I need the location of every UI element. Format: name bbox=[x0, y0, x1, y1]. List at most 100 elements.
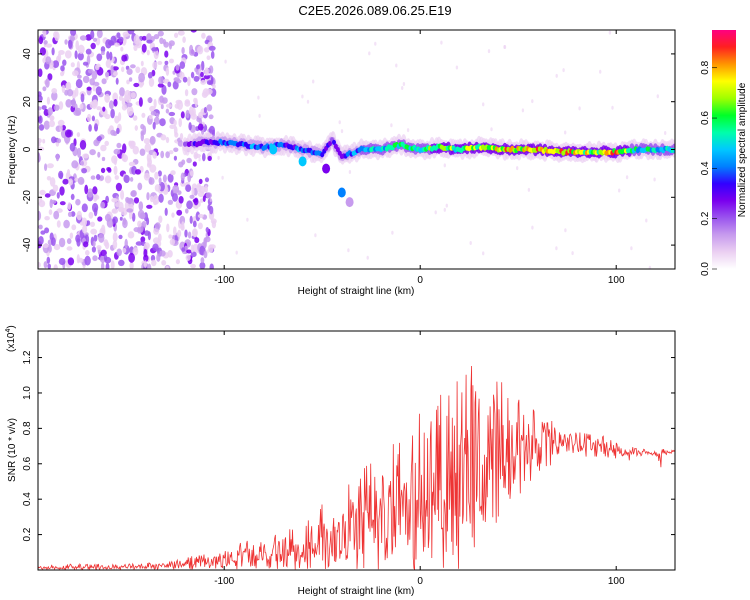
noise-cell bbox=[163, 78, 170, 84]
faint-noise-cell bbox=[246, 217, 249, 222]
noise-cell bbox=[189, 106, 194, 115]
noise-cell bbox=[127, 30, 135, 35]
snr-y-tick-label: 0.2 bbox=[22, 527, 33, 541]
noise-cell bbox=[203, 239, 207, 249]
noise-cell bbox=[197, 213, 204, 219]
noise-cell bbox=[119, 216, 123, 221]
snr-y-ticks: 0.2 0.4 0.6 0.8 1.0 1.2 bbox=[22, 350, 675, 542]
faint-noise-cell bbox=[217, 155, 220, 160]
noise-cell bbox=[101, 156, 106, 162]
noise-cell bbox=[178, 117, 182, 128]
noise-cell bbox=[160, 134, 167, 141]
noise-cell bbox=[171, 212, 175, 218]
noise-cell bbox=[105, 71, 110, 78]
noise-cell bbox=[93, 99, 98, 108]
noise-cell bbox=[76, 254, 80, 264]
noise-cell bbox=[114, 175, 120, 180]
noise-cell bbox=[69, 142, 76, 152]
noise-cell bbox=[44, 163, 48, 171]
noise-cell bbox=[140, 131, 144, 142]
faint-noise-cell bbox=[340, 129, 344, 134]
noise-cell bbox=[121, 104, 127, 111]
faint-noise-cell bbox=[648, 265, 652, 269]
noise-cell bbox=[86, 113, 92, 122]
spectrogram-x-ticks: -100 0 100 bbox=[214, 30, 625, 286]
noise-cell bbox=[137, 182, 143, 191]
noise-cell bbox=[122, 31, 130, 37]
snr-y-tick-label: 1.0 bbox=[22, 386, 33, 400]
noise-cell bbox=[101, 262, 105, 269]
faint-noise-cell bbox=[503, 45, 506, 49]
noise-cell bbox=[167, 173, 174, 183]
noise-cell bbox=[168, 150, 174, 155]
noise-cell bbox=[39, 189, 46, 196]
noise-cell bbox=[204, 185, 208, 193]
faint-noise-cell bbox=[314, 233, 317, 238]
noise-cell bbox=[151, 47, 159, 52]
noise-cell bbox=[166, 223, 170, 233]
noise-cell bbox=[199, 262, 206, 269]
noise-cell bbox=[56, 220, 61, 228]
noise-cell bbox=[100, 201, 106, 209]
colorbar-ticks: 0.0 0.2 0.4 0.6 0.8 bbox=[700, 60, 717, 276]
noise-cell bbox=[130, 190, 136, 197]
noise-cell bbox=[105, 262, 110, 269]
spectrogram-y-axis-label: Frequency (Hz) bbox=[7, 116, 18, 185]
noise-cell bbox=[91, 115, 95, 122]
noise-cell bbox=[68, 178, 74, 186]
noise-cell bbox=[152, 121, 156, 130]
faint-noise-cell bbox=[571, 251, 574, 256]
noise-cell bbox=[100, 144, 107, 152]
noise-cell bbox=[132, 145, 139, 155]
noise-cell bbox=[181, 159, 186, 165]
noise-cell bbox=[96, 30, 103, 39]
noise-cell bbox=[92, 37, 98, 42]
faint-noise-cell bbox=[198, 157, 201, 162]
noise-cell bbox=[126, 106, 134, 116]
noise-cell bbox=[132, 212, 136, 222]
noise-cell bbox=[77, 44, 85, 54]
noise-cell bbox=[112, 66, 119, 71]
noise-cell bbox=[96, 106, 102, 111]
noise-cell bbox=[165, 265, 170, 269]
noise-cell bbox=[81, 168, 87, 174]
noise-cell bbox=[75, 78, 83, 89]
noise-cell bbox=[97, 151, 101, 158]
noise-cell bbox=[192, 229, 198, 238]
noise-cell bbox=[38, 142, 41, 147]
noise-cell bbox=[147, 72, 153, 79]
noise-cell bbox=[115, 202, 121, 208]
noise-cell bbox=[46, 96, 51, 105]
noise-cell bbox=[112, 208, 117, 214]
snr-frame bbox=[37, 330, 676, 571]
noise-cell bbox=[175, 79, 182, 84]
noise-cell bbox=[188, 122, 192, 131]
noise-cell bbox=[90, 42, 96, 50]
noise-cell bbox=[143, 254, 149, 262]
noise-cell bbox=[174, 103, 180, 109]
noise-cell bbox=[197, 45, 204, 55]
noise-cell bbox=[126, 102, 133, 108]
noise-cell bbox=[129, 177, 134, 182]
noise-cell bbox=[180, 111, 185, 119]
noise-cell bbox=[165, 103, 172, 108]
noise-cell bbox=[169, 124, 176, 129]
noise-cell bbox=[104, 140, 109, 147]
colorbar-tick-label: 0.0 bbox=[700, 262, 711, 276]
noise-cell bbox=[146, 204, 153, 209]
noise-cell bbox=[160, 150, 165, 159]
faint-noise-cell bbox=[306, 99, 310, 104]
noise-cell bbox=[109, 51, 113, 61]
noise-cell bbox=[96, 135, 102, 142]
faint-noise-cell bbox=[374, 41, 377, 46]
noise-cell bbox=[49, 177, 56, 187]
faint-noise-cell bbox=[599, 69, 602, 74]
noise-cell bbox=[38, 115, 43, 124]
noise-cell bbox=[157, 60, 163, 65]
noise-cell bbox=[125, 196, 130, 203]
noise-cell bbox=[80, 161, 84, 166]
noise-cell bbox=[160, 104, 164, 110]
noise-cell bbox=[115, 77, 119, 85]
faint-noise-cell bbox=[487, 49, 491, 54]
noise-cell bbox=[130, 140, 136, 148]
